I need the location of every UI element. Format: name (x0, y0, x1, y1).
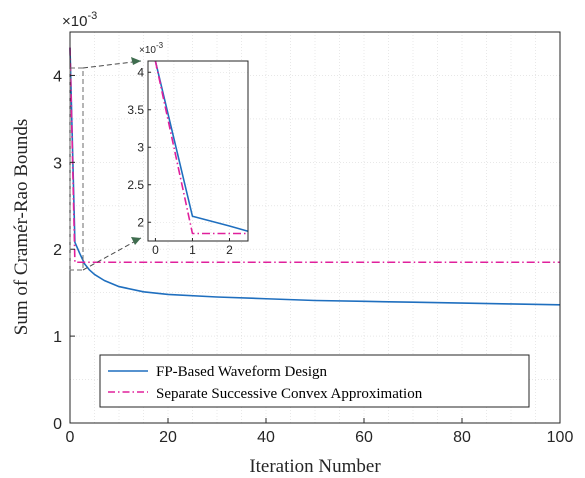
y-tick-label: 3.5 (127, 103, 144, 117)
x-tick-label: 100 (547, 429, 574, 446)
x-tick-label: 2 (226, 243, 233, 257)
y-tick-label: 0 (53, 416, 62, 433)
legend: FP-Based Waveform Design Separate Succes… (100, 355, 529, 407)
x-tick-label: 60 (355, 429, 373, 446)
x-tick-label: 0 (152, 243, 159, 257)
x-tick-label: 0 (66, 429, 75, 446)
y-tick-label: 1 (53, 329, 62, 346)
y-exponent: ×10-3 (62, 10, 97, 30)
inset-plot-area (148, 61, 248, 241)
x-tick-label: 20 (159, 429, 177, 446)
y-axis-label: Sum of Cramér-Rao Bounds (11, 119, 32, 336)
y-tick-label: 2 (53, 242, 62, 259)
y-tick-label: 4 (137, 65, 144, 79)
x-tick-label: 1 (189, 243, 196, 257)
x-axis-label: Iteration Number (249, 456, 381, 477)
y-tick-label: 3 (53, 155, 62, 172)
y-tick-label: 2.5 (127, 178, 144, 192)
legend-label-scsa: Separate Successive Convex Approximation (156, 386, 423, 402)
x-tick-label: 40 (257, 429, 275, 446)
x-tick-label: 80 (453, 429, 471, 446)
y-tick-label: 3 (137, 140, 144, 154)
legend-label-fp: FP-Based Waveform Design (156, 364, 327, 380)
y-tick-label: 4 (53, 68, 62, 85)
y-tick-label: 2 (137, 215, 144, 229)
